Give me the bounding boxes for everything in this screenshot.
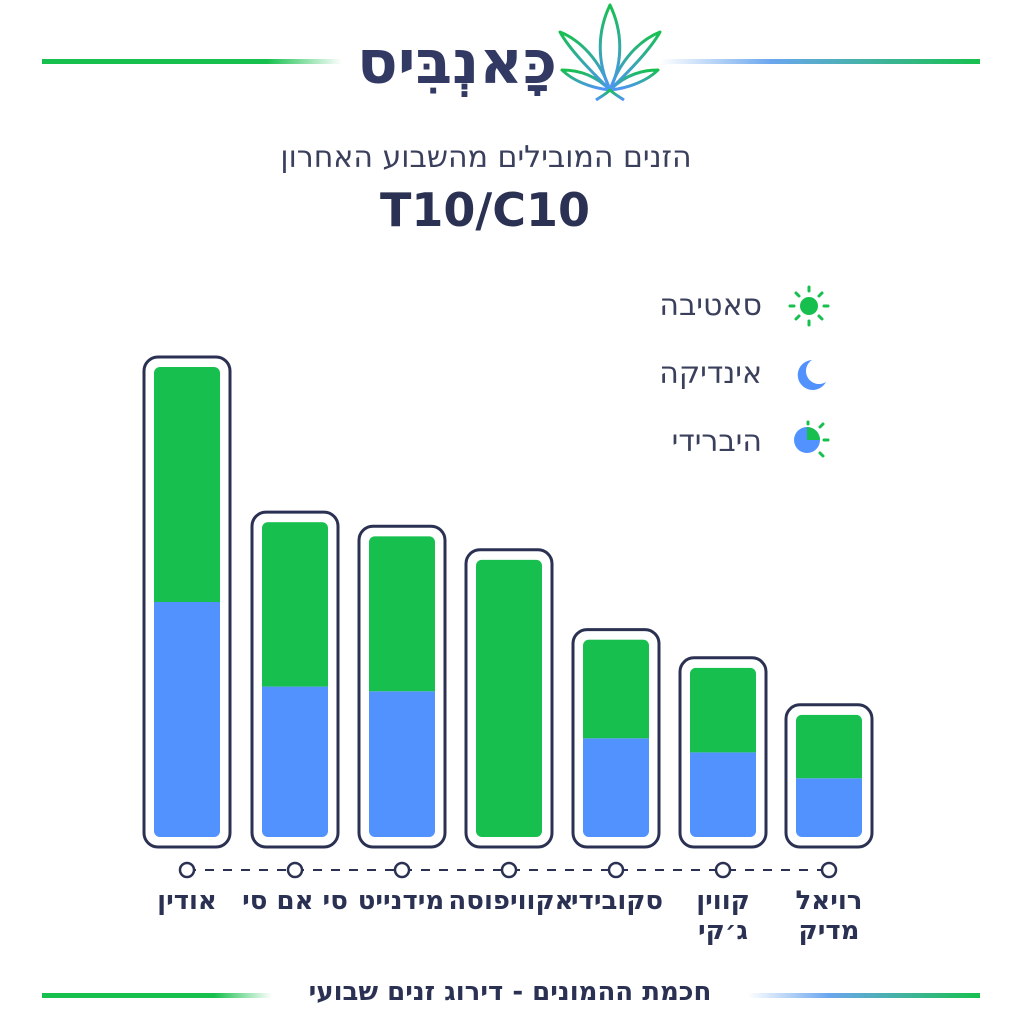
sun-icon	[788, 285, 830, 327]
bar-segment-indica	[369, 691, 435, 837]
bar-segment-indica	[690, 752, 756, 837]
bar-segment-sativa	[369, 536, 435, 692]
bar-segment-sativa	[262, 522, 328, 687]
category-label-3: אקוויפוסה	[448, 886, 574, 916]
legend-icons	[788, 285, 830, 458]
chart-title: T10/C10	[380, 183, 590, 237]
bar-segment-indica	[796, 778, 862, 837]
moon-icon	[797, 360, 826, 390]
footer-line-right	[748, 993, 980, 998]
category-marker	[714, 861, 732, 879]
header-line-left	[42, 59, 342, 64]
category-marker	[393, 861, 411, 879]
cannabis-leaf-icon	[558, 3, 662, 104]
legend-label-indica: אינדיקה	[659, 356, 762, 391]
category-marker	[607, 861, 625, 879]
legend-label-hybrid: היברידי	[671, 424, 762, 459]
hybrid-icon	[794, 420, 830, 458]
footer-text: חכמת ההמונים - דירוג זנים שבועי	[308, 977, 712, 1007]
bar-segment-sativa	[154, 367, 220, 602]
bar-segment-sativa	[796, 714, 862, 779]
category-marker	[820, 861, 838, 879]
bar-segment-indica	[583, 738, 649, 837]
category-label-0: אודין	[157, 886, 217, 916]
category-label-6: רויאל מדיק	[795, 886, 863, 946]
category-marker	[286, 861, 304, 879]
category-label-4: סקובידי	[570, 886, 664, 916]
bar-segment-sativa	[583, 639, 649, 739]
category-label-1: סי אם סי	[242, 886, 348, 916]
category-label-2: מידנייט	[357, 886, 445, 916]
bar-segment-indica	[154, 602, 220, 837]
brand-logo-text: כָּאנְבִּיס	[357, 28, 557, 98]
category-marker	[178, 861, 196, 879]
bar-segment-indica	[262, 686, 328, 837]
bar-segment-sativa	[476, 559, 542, 837]
bar-segment-sativa	[690, 667, 756, 753]
chart-subtitle: הזנים המובילים מהשבוע האחרון	[280, 140, 692, 175]
legend-label-sativa: סאטיבה	[659, 288, 762, 323]
footer-line-left	[42, 993, 272, 998]
category-marker	[500, 861, 518, 879]
category-label-5: קווין ג׳קי	[696, 886, 750, 946]
header-line-right	[660, 59, 980, 64]
